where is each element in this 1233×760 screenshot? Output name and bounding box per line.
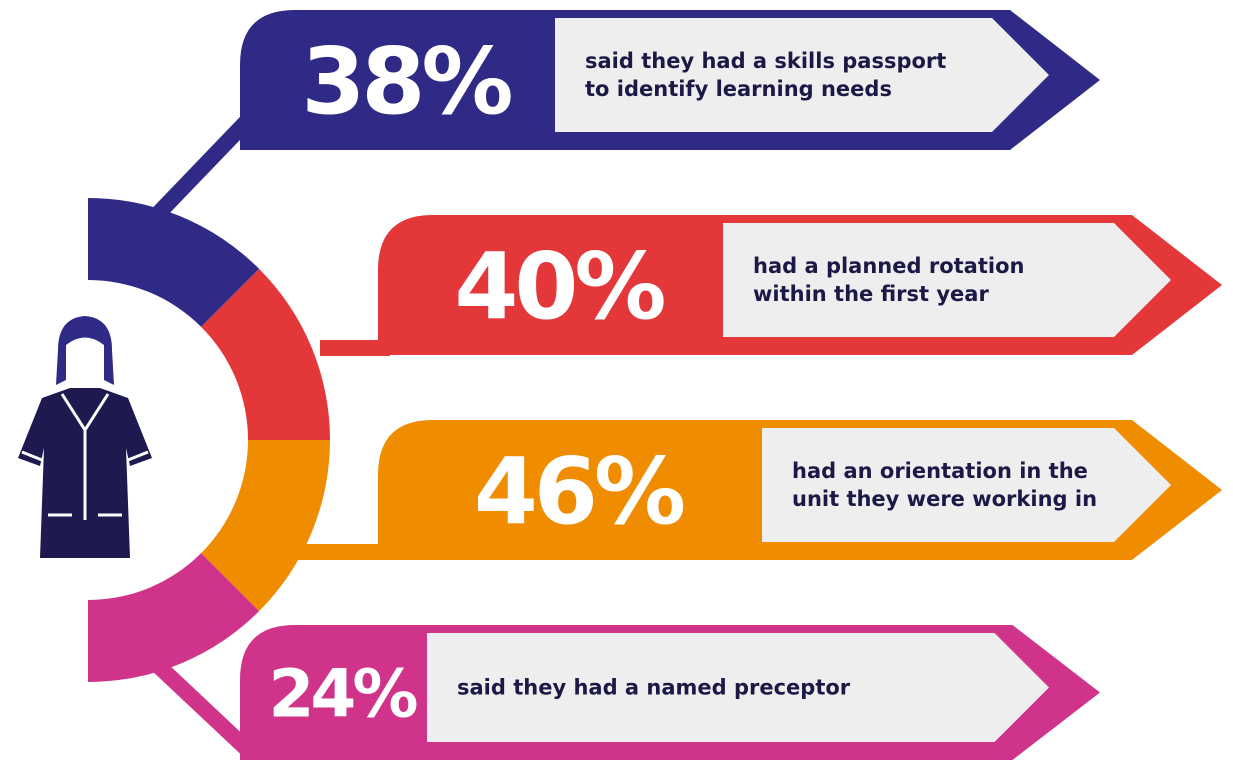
description: unit they were working in: [792, 487, 1097, 511]
percent: 46%: [474, 438, 684, 545]
text-panel: [427, 633, 1049, 742]
text-panel: [555, 18, 1049, 132]
text-panel: [723, 223, 1171, 337]
ring-segment: [88, 553, 260, 682]
connector: [280, 544, 390, 560]
hair: [56, 316, 114, 385]
description: had a planned rotation: [753, 254, 1024, 278]
description: said they had a named preceptor: [457, 676, 851, 700]
connector: [144, 112, 256, 228]
description: within the first year: [753, 282, 989, 306]
rows: 38% said they had a skills passport to ide…: [240, 10, 1222, 760]
description: to identify learning needs: [585, 77, 892, 101]
ring-segment: [201, 268, 330, 440]
connector: [320, 340, 390, 356]
text-panel: [762, 428, 1171, 542]
description: said they had a skills passport: [585, 49, 946, 73]
ring-segment: [201, 440, 330, 612]
collar: [60, 393, 110, 520]
ring-segment: [88, 198, 260, 327]
description: had an orientation in the: [792, 459, 1088, 483]
percent: 38%: [301, 28, 511, 135]
ring: [88, 112, 390, 758]
nurse-icon: [18, 316, 152, 558]
connector: [144, 652, 256, 758]
percent: 40%: [454, 233, 664, 340]
percent: 24%: [269, 655, 418, 732]
trim: [21, 450, 149, 517]
